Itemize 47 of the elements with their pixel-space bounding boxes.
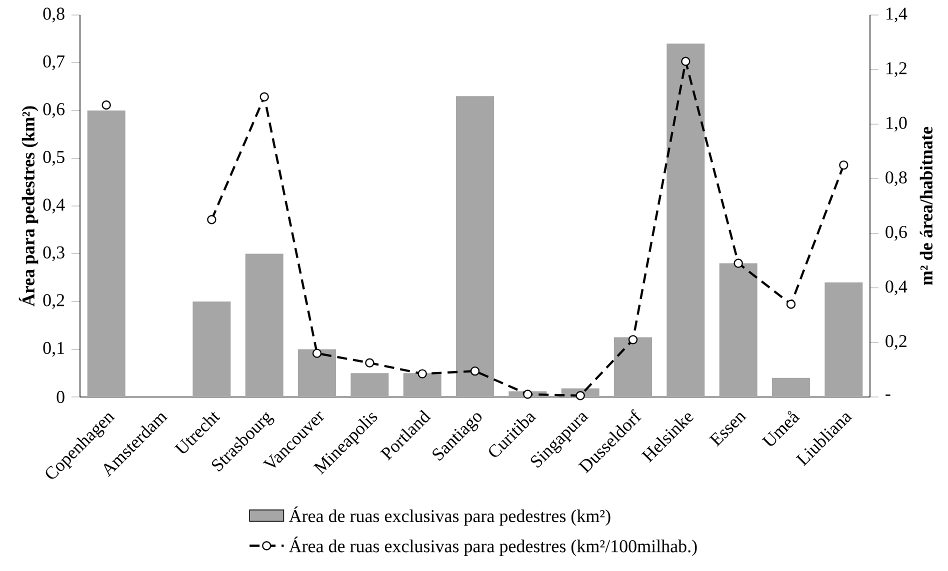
y-tick-label: 0,2	[43, 294, 64, 309]
bar	[245, 254, 284, 397]
y2-tick-label: 0,2	[886, 335, 906, 350]
bar	[456, 96, 494, 397]
bar	[772, 378, 810, 397]
bar	[614, 337, 652, 397]
y-tick-label: 0,3	[43, 246, 64, 262]
point	[418, 369, 427, 378]
y-tick-label: 0,1	[43, 342, 64, 357]
y2-tick-label: 0,6	[886, 226, 907, 241]
point	[839, 160, 848, 170]
legend-label: Área de ruas exclusivas para pedestres (km²)	[288, 506, 610, 526]
y2-tick-label: 1,0	[886, 116, 907, 132]
y2-tick-label: 0,4	[886, 280, 908, 296]
bar	[403, 373, 442, 397]
point	[102, 100, 111, 110]
bar	[666, 44, 705, 397]
point	[628, 335, 638, 344]
bar	[298, 349, 336, 397]
y2-tick-label: -	[886, 394, 890, 396]
bar	[350, 373, 389, 397]
y-tick-label: 0,6	[43, 103, 65, 118]
y-tick-label: 0,4	[43, 198, 65, 214]
point	[365, 358, 374, 368]
y2-tick-label: 0,8	[886, 171, 907, 186]
point	[260, 92, 269, 102]
bar	[719, 263, 758, 397]
bar	[824, 282, 863, 397]
point	[470, 366, 480, 376]
point	[576, 391, 585, 400]
y-tick-label: 0	[56, 390, 64, 404]
y2-tick-label: 1,2	[886, 62, 906, 77]
bar	[87, 110, 126, 397]
y2-axis-title: m² de área/habitnate	[920, 126, 933, 286]
point	[681, 56, 690, 66]
y2-tick-label: 1,4	[886, 8, 908, 22]
point	[734, 258, 743, 268]
y-tick-label: 0,8	[43, 8, 64, 22]
legend-label: Área de ruas exclusivas para pedestres (km²/100milhab.)	[288, 536, 697, 556]
point	[312, 348, 322, 358]
point	[207, 215, 216, 224]
point	[523, 390, 532, 399]
y-axis-title: Área para pedestres (km²)	[18, 106, 38, 306]
bar	[192, 301, 231, 397]
y-tick-label: 0,5	[43, 150, 64, 166]
point	[786, 300, 796, 309]
y-tick-label: 0,7	[43, 55, 65, 70]
